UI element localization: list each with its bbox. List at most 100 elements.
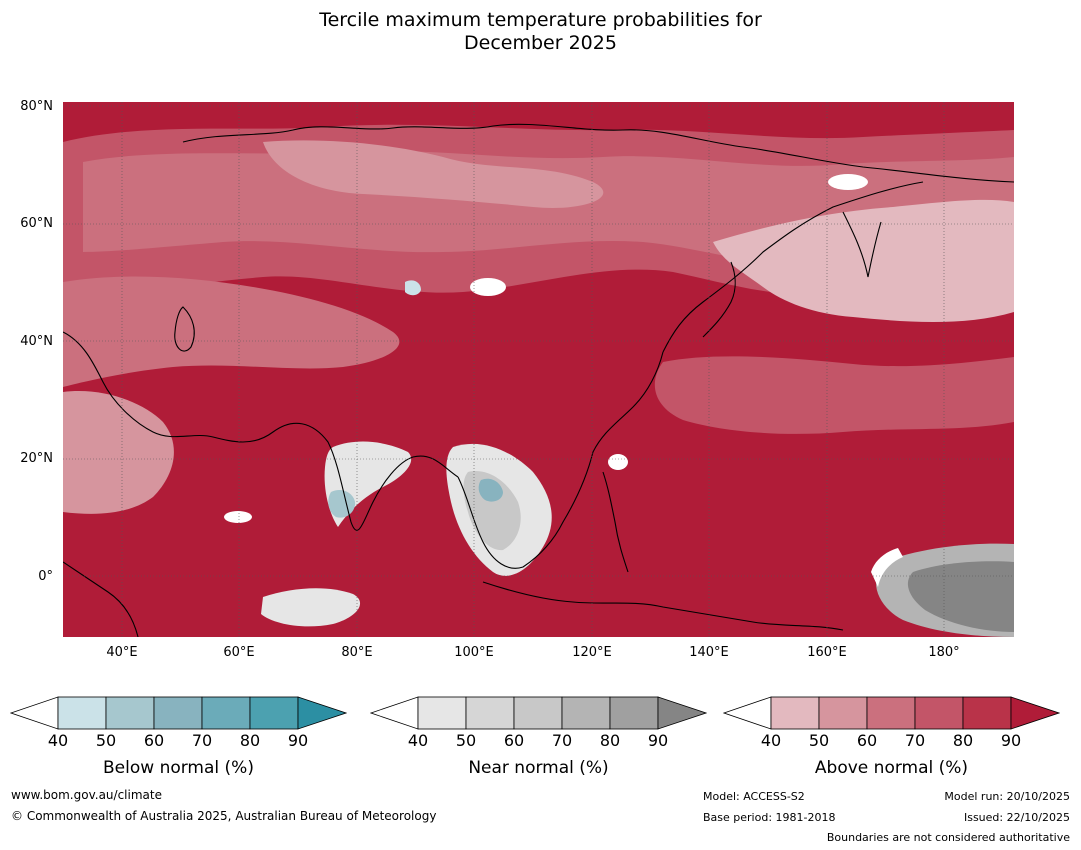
legend-near-caption: Near normal (%) [468, 758, 609, 778]
coastline-japan [702, 261, 736, 338]
legend-near-tick: 40 [407, 731, 429, 750]
map-title-line-1: Tercile maximum temperature probabilitie… [319, 9, 762, 31]
legend-above-colorbar [723, 696, 1060, 730]
legend-below-tick: 60 [143, 731, 165, 750]
legend-above-swatch-5 [962, 696, 1012, 730]
copyright-notice: © Commonwealth of Australia 2025, Austra… [11, 809, 437, 823]
legend-above-tick: 60 [856, 731, 878, 750]
lat-label-80n: 80°N [20, 99, 53, 114]
probability-map-canvas [63, 102, 1014, 637]
legend-above-swatch-4 [914, 696, 964, 730]
legend-near-swatch-2 [465, 696, 515, 730]
legend-below-tick: 70 [191, 731, 213, 750]
legend-near-swatch-0 [370, 696, 419, 730]
issued-date: Issued: 22/10/2025 [963, 811, 1070, 824]
map-region-pacific-south-near-90 [907, 561, 1014, 632]
legend-near-swatch-3 [513, 696, 563, 730]
legend-below-swatch-4 [201, 696, 251, 730]
legend-above-tick: 50 [808, 731, 830, 750]
coastline-indonesia [482, 581, 844, 631]
legend-below-caption: Below normal (%) [103, 758, 254, 778]
map-region-myanmar-below [478, 478, 503, 502]
coastline-southeast-asia [457, 351, 664, 569]
map-patch-white-3 [608, 454, 628, 470]
lat-label-40n: 40°N [20, 334, 53, 349]
lon-label-140e: 140°E [689, 645, 729, 660]
legend-above-tick: 90 [1000, 731, 1022, 750]
map-region-indian-ocean-near [261, 588, 361, 627]
legend-above-tick: 80 [952, 731, 974, 750]
lon-label-160e: 160°E [807, 645, 847, 660]
model-run-date: Model run: 20/10/2025 [944, 790, 1070, 803]
legend-near-swatch-4 [561, 696, 611, 730]
legend-near-tick: 60 [503, 731, 525, 750]
map-region-siberia-50 [263, 140, 604, 208]
legend-below-swatch-0 [10, 696, 59, 730]
base-period: Base period: 1981-2018 [703, 811, 836, 824]
lon-label-80e: 80°E [341, 645, 373, 660]
legend-below-swatch-6 [297, 696, 347, 730]
legend-near-tick: 90 [647, 731, 669, 750]
map-title-line-2: December 2025 [464, 32, 617, 54]
model-name: Model: ACCESS-S2 [703, 790, 805, 803]
legend-above-tick: 70 [904, 731, 926, 750]
legend-above-caption: Above normal (%) [814, 758, 969, 778]
legend-below-normal: 40 50 60 70 80 90 Below normal (%) [10, 696, 347, 780]
map-patch-white-1 [828, 174, 868, 190]
legend-below-swatch-3 [153, 696, 203, 730]
lon-label-40e: 40°E [106, 645, 138, 660]
legend-near-colorbar [370, 696, 707, 730]
lon-label-120e: 120°E [572, 645, 612, 660]
legend-near-swatch-5 [609, 696, 659, 730]
map-region-central-asia [63, 276, 400, 387]
lat-label-equator: 0° [38, 569, 53, 584]
lat-label-60n: 60°N [20, 216, 53, 231]
legend-near-swatch-6 [657, 696, 707, 730]
map-patch-white-2 [470, 278, 506, 296]
map-coastlines [63, 123, 1014, 637]
map-title: Tercile maximum temperature probabilitie… [0, 9, 1081, 55]
lon-label-60e: 60°E [223, 645, 255, 660]
boundary-disclaimer: Boundaries are not considered authoritat… [826, 831, 1070, 844]
legend-above-swatch-1 [770, 696, 820, 730]
legend-below-tick: 40 [47, 731, 69, 750]
map-region-arabia [63, 391, 174, 514]
map-graticule [63, 102, 1014, 637]
map-region-mongolia-below [405, 280, 421, 296]
coastline-east-asia [662, 181, 924, 353]
legend-above-swatch-2 [818, 696, 868, 730]
probability-map [63, 102, 1014, 637]
legend-near-tick: 50 [455, 731, 477, 750]
lon-label-180: 180° [928, 645, 960, 660]
legend-below-tick: 80 [239, 731, 261, 750]
legend-below-tick: 50 [95, 731, 117, 750]
coastline-europe-asia-west [63, 331, 459, 531]
coastline-caspian [174, 306, 195, 352]
map-region-pacific-north [654, 356, 1014, 434]
legend-above-normal: 40 50 60 70 80 90 Above normal (%) [723, 696, 1060, 780]
legend-below-tick: 90 [287, 731, 309, 750]
legend-near-swatch-1 [417, 696, 467, 730]
legend-below-colorbar [10, 696, 347, 730]
coastline-arctic [182, 123, 1014, 183]
legend-above-tick: 40 [760, 731, 782, 750]
legend-above-swatch-3 [866, 696, 916, 730]
legend-below-swatch-1 [57, 696, 107, 730]
map-patch-white-4 [224, 511, 252, 523]
legend-above-ticks: 40 50 60 70 80 90 [723, 732, 1060, 750]
legend-below-swatch-5 [249, 696, 299, 730]
coastline-africa-east [63, 561, 139, 637]
legend-near-ticks: 40 50 60 70 80 90 [370, 732, 707, 750]
lon-label-100e: 100°E [454, 645, 494, 660]
legend-above-swatch-6 [1010, 696, 1060, 730]
legend-below-swatch-2 [105, 696, 155, 730]
legend-near-normal: 40 50 60 70 80 90 Near normal (%) [370, 696, 707, 780]
legend-near-tick: 80 [599, 731, 621, 750]
legend-below-ticks: 40 50 60 70 80 90 [10, 732, 347, 750]
map-region-pacific-south-rim [871, 548, 903, 587]
website-link[interactable]: www.bom.gov.au/climate [11, 788, 162, 802]
lat-label-20n: 20°N [20, 451, 53, 466]
coastline-philippines [602, 471, 629, 573]
legend-above-swatch-0 [723, 696, 772, 730]
coastline-kamchatka [842, 211, 882, 278]
